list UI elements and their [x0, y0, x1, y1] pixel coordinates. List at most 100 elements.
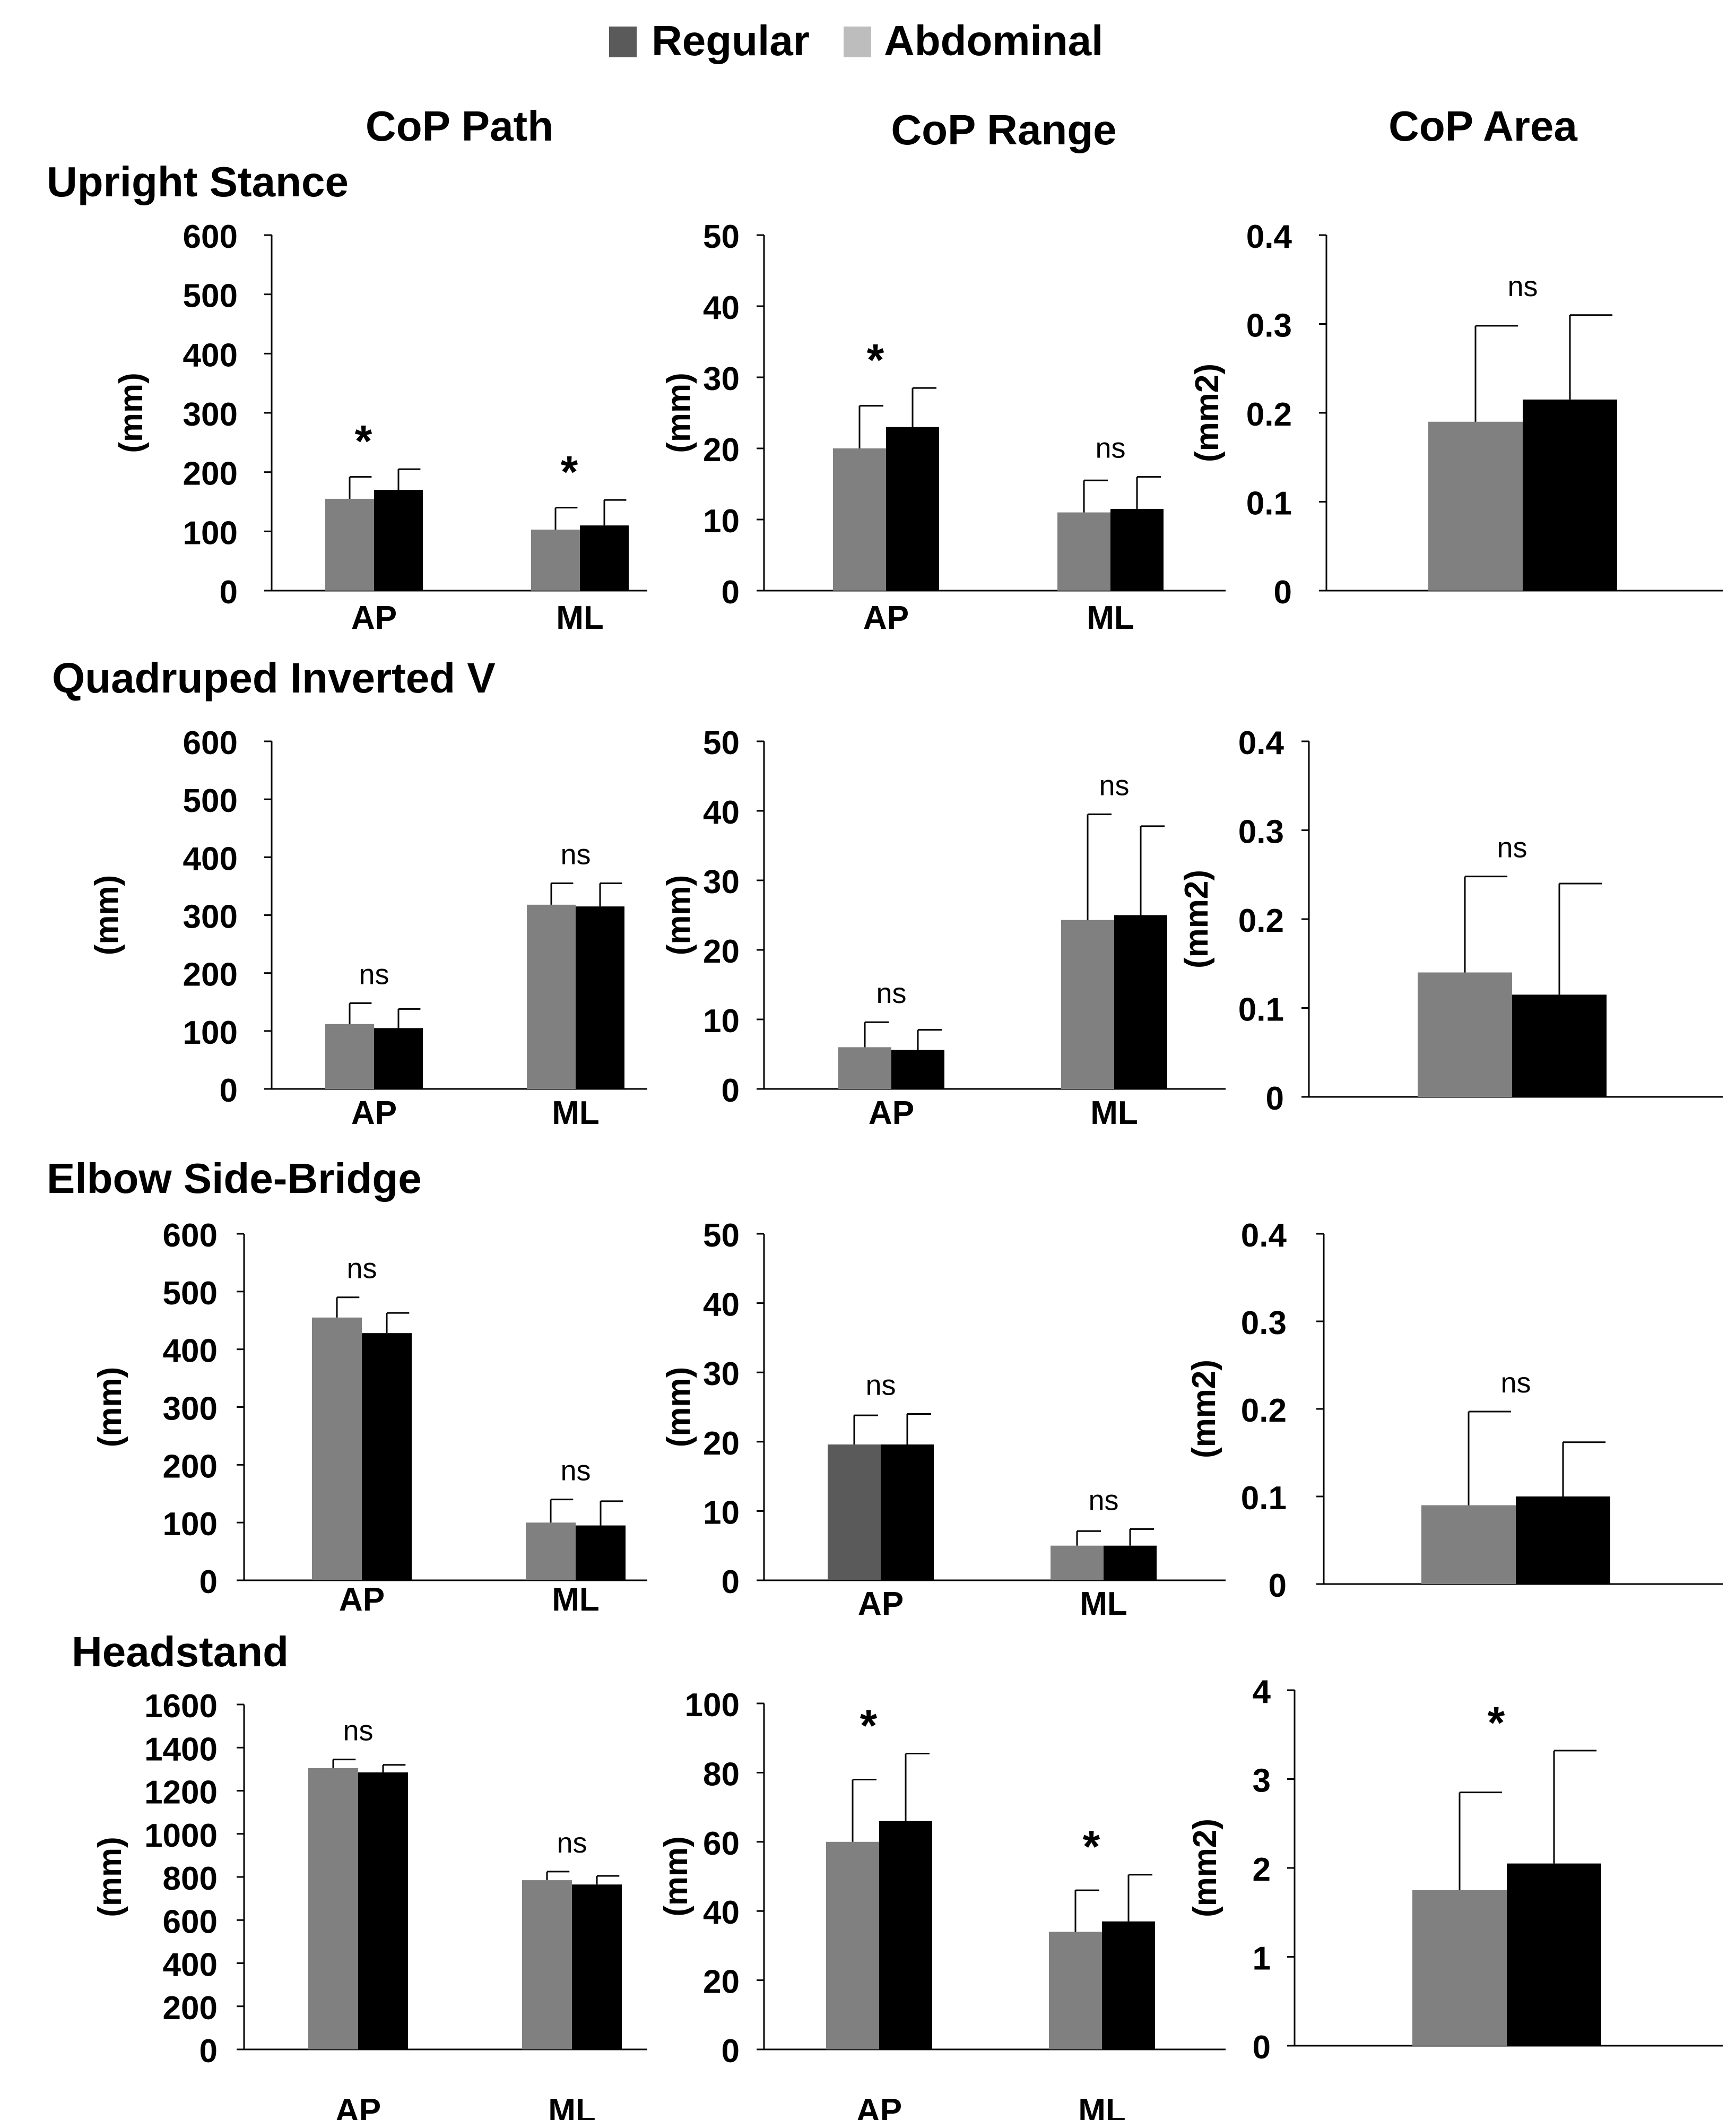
- panel-elbow-side-bridge-cop-path: 0 100 200 300 400 500 600 (mm) ns AP ns ML: [92, 1217, 647, 1618]
- legend-swatch-abdominal: [844, 27, 871, 57]
- y-tick-label: 10: [703, 1494, 740, 1531]
- y-tick-label: 0: [722, 1072, 740, 1109]
- y-tick-label: 4: [1253, 1674, 1271, 1710]
- x-tick-label: AP: [869, 1095, 914, 1131]
- y-tick-label: 0.1: [1246, 486, 1292, 522]
- y-axis-label: (mm2): [1178, 870, 1215, 968]
- significance-label: ns: [1088, 1484, 1118, 1516]
- y-tick-label: 20: [703, 1964, 740, 2001]
- column-title-cop-path: CoP Path: [366, 102, 553, 150]
- significance-label: ns: [1095, 432, 1125, 464]
- x-tick-label: ML: [548, 2092, 596, 2120]
- bar-abdominal-ml: [572, 1884, 622, 2049]
- significance-label: *: [561, 447, 578, 497]
- x-tick-label: AP: [858, 1586, 904, 1622]
- bar-abdominal-ap: [891, 1050, 944, 1089]
- y-tick-label: 20: [703, 432, 740, 469]
- significance-label: *: [1488, 1698, 1505, 1747]
- y-tick-label: 100: [163, 1506, 218, 1543]
- column-title-cop-range: CoP Range: [891, 106, 1116, 153]
- significance-label: ns: [865, 1370, 896, 1401]
- y-tick-label: 0: [722, 1564, 740, 1600]
- y-tick-label: 50: [703, 1217, 740, 1254]
- bar-regular-ml: [1061, 920, 1114, 1089]
- bar-regular-ml: [1057, 512, 1110, 591]
- y-tick-label: 2: [1253, 1851, 1271, 1888]
- column-title-cop-area: CoP Area: [1388, 102, 1577, 150]
- bar-abdominal-ap: [881, 1444, 934, 1580]
- significance-label: ns: [1500, 1367, 1531, 1399]
- y-tick-label: 0.3: [1246, 308, 1292, 344]
- y-tick-label: 0: [1269, 1568, 1287, 1604]
- bar-regular-ap: [838, 1047, 891, 1089]
- y-tick-label: 600: [163, 1217, 218, 1254]
- y-tick-label: 3: [1253, 1763, 1271, 1799]
- panel-headstand-cop-range: 0 20 40 60 80 100 (mm) * AP * ML: [658, 1687, 1226, 2120]
- y-tick-label: 500: [163, 1275, 218, 1312]
- y-tick-label: 10: [703, 1003, 740, 1040]
- bar-abdominal-ap: [886, 427, 939, 591]
- bar-abdominal: [1523, 399, 1617, 591]
- bar-regular-ap: [325, 498, 374, 591]
- y-tick-label: 40: [703, 290, 740, 326]
- significance-label: *: [355, 416, 372, 466]
- bar-regular-ml: [1049, 1932, 1102, 2049]
- bar-abdominal-ml: [576, 906, 624, 1089]
- bar-regular-ap: [308, 1768, 358, 2049]
- y-tick-label: 0.4: [1241, 1217, 1287, 1254]
- bar-abdominal: [1507, 1863, 1601, 2046]
- column-titles: CoP Path CoP Range CoP Area: [366, 102, 1577, 153]
- row-title-upright-stance: Upright Stance: [47, 158, 349, 205]
- bar-regular-ap: [828, 1444, 881, 1580]
- y-tick-label: 50: [703, 219, 740, 255]
- y-tick-label: 30: [703, 1356, 740, 1392]
- y-tick-label: 40: [703, 794, 740, 831]
- bar-regular-ap: [833, 448, 886, 591]
- y-tick-label: 100: [183, 1015, 238, 1051]
- x-tick-label: ML: [552, 1581, 600, 1618]
- y-tick-label: 0: [199, 2033, 218, 2070]
- y-tick-label: 500: [183, 783, 238, 819]
- bar-abdominal-ml: [1114, 915, 1167, 1089]
- y-tick-label: 1600: [144, 1688, 218, 1725]
- y-axis-label: (mm2): [1189, 364, 1226, 462]
- x-tick-label: ML: [1080, 1586, 1127, 1622]
- panel-upright-stance-cop-area: 0 0.1 0.2 0.3 0.4 (mm2) ns: [1189, 219, 1723, 611]
- y-tick-label: 0.3: [1238, 814, 1284, 851]
- panel-headstand-cop-path: 0 200 400 600 800 1000 1200 1400 1600 (mm) ns AP ns M…: [92, 1688, 647, 2120]
- y-tick-label: 0: [722, 2033, 740, 2070]
- bar-regular-ap: [312, 1317, 362, 1580]
- significance-label: *: [860, 1701, 878, 1751]
- bar-regular-ap: [826, 1841, 879, 2049]
- y-tick-label: 80: [703, 1756, 740, 1793]
- row-title-elbow-side-bridge: Elbow Side-Bridge: [47, 1155, 422, 1202]
- y-axis-label: (mm): [89, 875, 125, 956]
- significance-label: ns: [560, 1455, 591, 1487]
- y-tick-label: 40: [703, 1287, 740, 1323]
- bar-abdominal-ml: [580, 525, 629, 591]
- panel-elbow-side-bridge-cop-area: 0 0.1 0.2 0.3 0.4 (mm2) ns: [1186, 1217, 1723, 1604]
- y-tick-label: 800: [163, 1861, 218, 1897]
- row-titles: Upright Stance Quadruped Inverted V Elbo…: [47, 158, 496, 1675]
- y-tick-label: 600: [183, 219, 238, 255]
- y-tick-label: 400: [183, 841, 238, 877]
- y-tick-label: 30: [703, 864, 740, 901]
- y-tick-label: 10: [703, 503, 740, 540]
- significance-label: ns: [1497, 832, 1527, 864]
- panel-upright-stance-cop-range: 0 10 20 30 40 50 (mm) * AP ns ML: [661, 219, 1226, 636]
- y-tick-label: 20: [703, 933, 740, 970]
- bar-regular-ml: [527, 904, 576, 1089]
- bar-abdominal-ap: [374, 490, 423, 591]
- bar-abdominal: [1516, 1496, 1610, 1584]
- x-tick-label: ML: [556, 600, 604, 636]
- x-tick-label: AP: [351, 1095, 397, 1131]
- y-tick-label: 0: [1274, 574, 1292, 611]
- y-tick-label: 0.2: [1246, 396, 1292, 433]
- bar-abdominal-ap: [362, 1333, 412, 1580]
- bar-abdominal-ml: [576, 1525, 626, 1580]
- y-tick-label: 40: [703, 1894, 740, 1931]
- y-tick-label: 300: [183, 396, 238, 433]
- significance-label: *: [1083, 1822, 1100, 1872]
- y-tick-label: 1200: [144, 1775, 218, 1811]
